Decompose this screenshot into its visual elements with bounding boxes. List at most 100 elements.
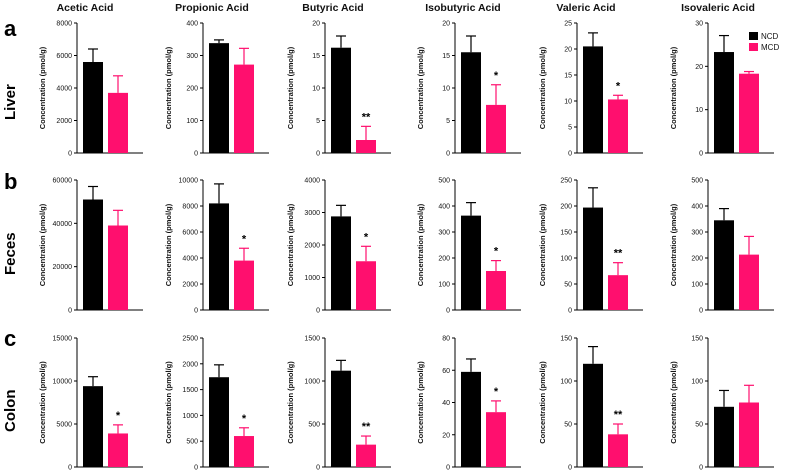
y-axis-title: Concentration (pmol/g) — [669, 46, 678, 129]
y-tick-label: 150 — [560, 336, 572, 343]
y-tick-label: 40000 — [53, 221, 73, 228]
bar-ncd — [209, 377, 229, 467]
y-axis-title: Concentration (pmol/g) — [38, 361, 47, 444]
bar-ncd — [583, 207, 603, 310]
panel-colon-acetic-acid: 0 5000 10000 15000 Concentration (pmol/g) * — [38, 336, 143, 472]
panel-feces-isobutyric-acid: 0 100 200 300 400 500 Concentration (pmol/g) * — [416, 178, 521, 315]
y-tick-label: 0 — [68, 151, 72, 158]
y-tick-label: 200 — [438, 256, 450, 263]
bar-mcd — [108, 92, 128, 153]
y-tick-label: 100 — [438, 282, 450, 289]
column-titles: Acetic Acid Propionic Acid Butyric Acid … — [57, 2, 755, 14]
bar-mcd — [234, 64, 254, 153]
y-tick-label: 20 — [312, 21, 320, 28]
panel-colon-isobutyric-acid: 0 20 40 60 80 Concentration (pmol/g) * — [416, 336, 521, 472]
y-tick-label: 20 — [442, 21, 450, 28]
y-tick-label: 2000 — [304, 243, 320, 250]
legend-swatch-ncd — [749, 32, 758, 40]
y-tick-label: 4000 — [304, 178, 320, 185]
y-tick-label: 20 — [564, 47, 572, 54]
row-name-feces: Feces — [2, 232, 19, 275]
legend: NCD MCD — [749, 32, 779, 52]
y-tick-label: 15000 — [53, 336, 73, 343]
y-tick-label: 2500 — [182, 336, 198, 343]
bar-mcd — [108, 225, 128, 310]
y-tick-label: 10 — [564, 99, 572, 106]
y-tick-label: 0 — [68, 308, 72, 315]
panel-liver-isovaleric-acid: 0 10 20 30 Concentration (pmol/g) — [669, 21, 774, 158]
panel-feces-valeric-acid: 0 50 100 150 200 250 Concentration (pmol/g) ** — [538, 178, 643, 315]
y-tick-label: 60 — [442, 368, 450, 375]
significance-marker: * — [364, 231, 369, 243]
significance-marker: * — [494, 70, 499, 82]
y-tick-label: 2000 — [56, 118, 72, 125]
y-tick-label: 1500 — [182, 387, 198, 394]
row-letter-c: c — [4, 326, 16, 351]
bar-mcd — [608, 99, 628, 153]
y-axis-title: Concentration (pmol/g) — [164, 46, 173, 129]
bar-ncd — [461, 215, 481, 310]
bar-mcd — [108, 433, 128, 467]
y-tick-label: 0 — [194, 308, 198, 315]
y-tick-label: 0 — [446, 308, 450, 315]
bar-ncd — [583, 46, 603, 153]
col-title-butyric: Butyric Acid — [302, 2, 363, 14]
bar-ncd — [461, 371, 481, 467]
y-axis-title: Concentration (pmol/g) — [669, 203, 678, 286]
bar-mcd — [356, 444, 376, 467]
row-name-liver: Liver — [2, 84, 19, 120]
bar-mcd — [234, 260, 254, 310]
y-tick-label: 400 — [691, 204, 703, 211]
y-tick-label: 20 — [695, 64, 703, 71]
y-tick-label: 1500 — [304, 336, 320, 343]
y-tick-label: 15 — [312, 53, 320, 60]
bar-ncd — [83, 386, 103, 467]
legend-label-ncd: NCD — [761, 32, 779, 41]
panel-colon-isovaleric-acid: 0 50 100 150 Concentration (pmol/g) — [669, 336, 774, 472]
y-tick-label: 200 — [186, 86, 198, 93]
y-tick-label: 0 — [568, 151, 572, 158]
y-tick-label: 500 — [308, 422, 320, 429]
row-labels: a Liver b Feces c Colon — [2, 16, 19, 432]
y-axis-title: Concentration (pmol/g) — [669, 361, 678, 444]
panel-colon-butyric-acid: 0 500 1000 1500 Concentration (pmol/g) ** — [286, 336, 391, 472]
bar-ncd — [331, 216, 351, 310]
significance-marker: * — [116, 410, 121, 422]
y-tick-label: 50 — [564, 422, 572, 429]
y-tick-label: 400 — [438, 204, 450, 211]
y-tick-label: 0 — [699, 308, 703, 315]
col-title-acetic: Acetic Acid — [57, 2, 114, 14]
y-tick-label: 0 — [446, 465, 450, 472]
bar-mcd — [356, 261, 376, 310]
panel-feces-propionic-acid: 0 2000 4000 6000 8000 10000 Concentration (pmo… — [164, 178, 269, 315]
bar-ncd — [83, 199, 103, 310]
panel-feces-acetic-acid: 0 20000 40000 60000 Concentration (pmol/g) — [38, 178, 143, 315]
y-axis-title: Concentration (pmol/g) — [38, 203, 47, 286]
y-tick-label: 1000 — [304, 379, 320, 386]
y-tick-label: 200 — [560, 204, 572, 211]
y-axis-title: Concentration (pmol/g) — [164, 361, 173, 444]
y-tick-label: 0 — [316, 465, 320, 472]
legend-swatch-mcd — [749, 43, 758, 51]
y-tick-label: 15 — [442, 53, 450, 60]
y-tick-label: 200 — [691, 256, 703, 263]
y-tick-label: 150 — [691, 336, 703, 343]
panel-liver-butyric-acid: 0 5 10 15 20 Concentration (pmol/g) ** — [286, 21, 391, 158]
y-tick-label: 1000 — [182, 413, 198, 420]
y-tick-label: 250 — [560, 178, 572, 185]
y-tick-label: 8000 — [56, 21, 72, 28]
panel-liver-propionic-acid: 0 100 200 300 400 Concentration (pmol/g) — [164, 21, 269, 158]
y-tick-label: 500 — [691, 178, 703, 185]
col-title-valeric: Valeric Acid — [556, 2, 615, 14]
significance-marker: * — [494, 246, 499, 258]
y-tick-label: 60000 — [53, 178, 73, 185]
panel-liver-valeric-acid: 0 5 10 15 20 25 Concentration (pmol/g) * — [538, 21, 643, 158]
y-tick-label: 100 — [186, 118, 198, 125]
panel-colon-valeric-acid: 0 50 100 150 Concentration (pmol/g) ** — [538, 336, 643, 472]
y-axis-title: Concentration (pmol/g) — [416, 203, 425, 286]
panel-feces-isovaleric-acid: 0 100 200 300 400 500 Concentration (pmol/g) — [669, 178, 774, 315]
y-tick-label: 0 — [316, 308, 320, 315]
y-tick-label: 0 — [699, 465, 703, 472]
y-tick-label: 25 — [564, 21, 572, 28]
bar-mcd — [739, 73, 759, 153]
